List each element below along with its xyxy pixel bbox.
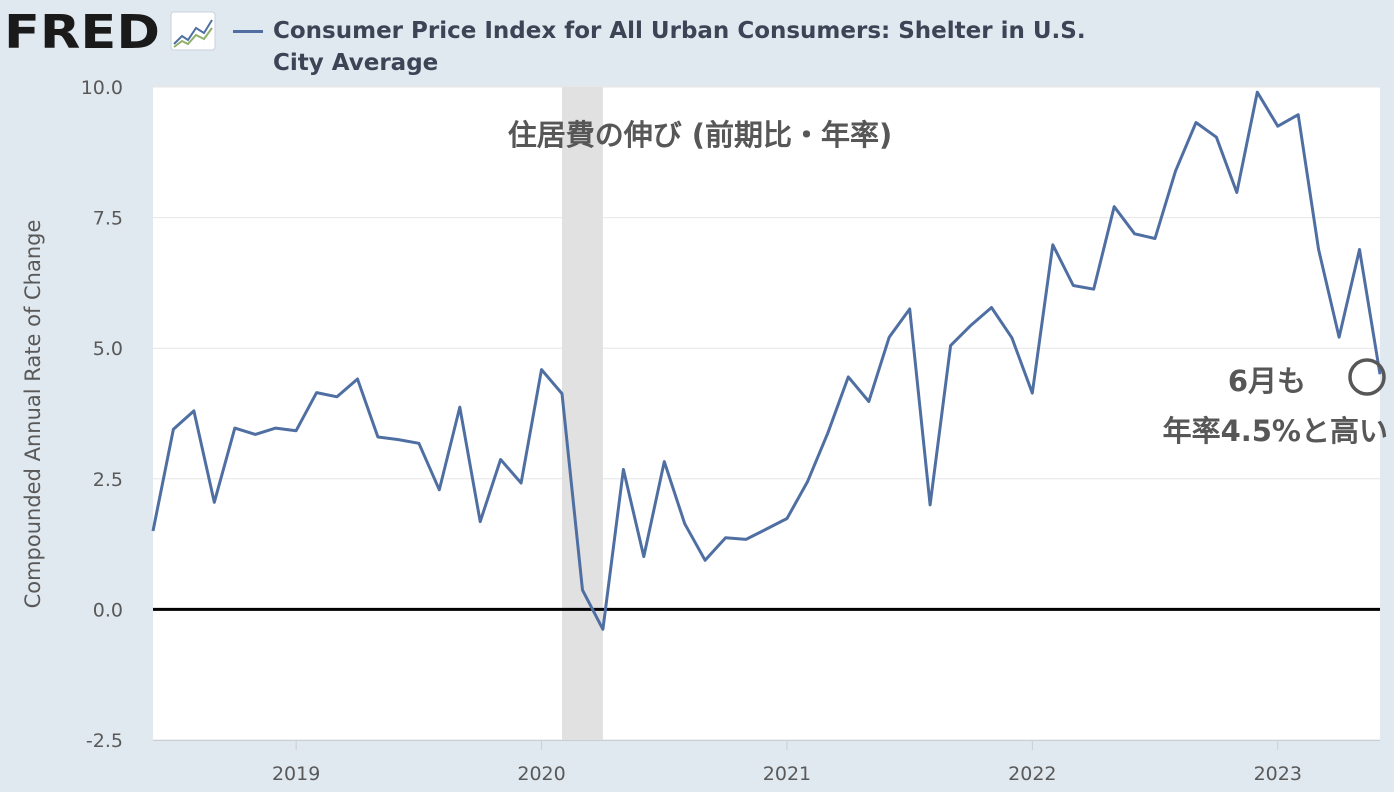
data-point[interactable] [1173, 168, 1179, 174]
data-point[interactable] [416, 440, 422, 446]
circle-marker-icon [1348, 358, 1386, 396]
y-axis-title: Compounded Annual Rate of Change [21, 220, 45, 609]
data-point[interactable] [1152, 235, 1158, 241]
data-point[interactable] [191, 408, 197, 414]
data-point[interactable] [211, 499, 217, 505]
data-point[interactable] [907, 306, 913, 312]
y-tick-label: 0.0 [93, 599, 123, 621]
data-point[interactable] [1254, 89, 1260, 95]
data-point[interactable] [170, 426, 176, 432]
fred-logo[interactable]: FRED [4, 6, 216, 54]
data-point[interactable] [334, 394, 340, 400]
data-point[interactable] [641, 554, 647, 560]
y-tick-label: -2.5 [86, 730, 123, 752]
annotation-title: 住居費の伸び (前期比・年率) [508, 118, 893, 152]
data-point[interactable] [252, 431, 258, 437]
data-point[interactable] [355, 376, 361, 382]
legend-series-swatch [233, 30, 263, 33]
y-tick-label: 5.0 [93, 338, 123, 360]
x-tick-label: 2020 [517, 763, 565, 785]
data-point[interactable] [1111, 204, 1117, 210]
data-point[interactable] [825, 430, 831, 436]
y-axis-ticks: 10.0 7.5 5.0 2.5 0.0 -2.5 [81, 77, 123, 752]
data-point[interactable] [457, 404, 463, 410]
data-point[interactable] [314, 390, 320, 396]
data-point[interactable] [948, 343, 954, 349]
data-point[interactable] [804, 479, 810, 485]
data-point[interactable] [723, 535, 729, 541]
data-point[interactable] [784, 516, 790, 522]
data-point[interactable] [845, 374, 851, 380]
data-point[interactable] [395, 437, 401, 443]
data-point[interactable] [1050, 242, 1056, 248]
fred-chart-icon [170, 11, 216, 51]
data-point[interactable] [600, 626, 606, 632]
plot-area [153, 87, 1380, 740]
data-point[interactable] [1193, 120, 1199, 126]
annotation-note-line2: 年率4.5%と高い [1163, 414, 1388, 448]
y-tick-label: 7.5 [93, 208, 123, 230]
data-point[interactable] [375, 434, 381, 440]
data-point[interactable] [273, 425, 279, 431]
data-point[interactable] [866, 398, 872, 404]
data-point[interactable] [477, 519, 483, 525]
data-point[interactable] [764, 526, 770, 532]
series-line[interactable] [151, 90, 1382, 631]
x-tick-label: 2021 [763, 763, 811, 785]
recession-shade [562, 87, 603, 740]
chart-header: FRED Consumer Price Index for All Urban … [0, 0, 1394, 82]
data-point[interactable] [1316, 246, 1322, 252]
data-point[interactable] [743, 536, 749, 542]
data-point[interactable] [579, 587, 585, 593]
x-tick-label: 2023 [1254, 763, 1302, 785]
x-tick-label: 2022 [1008, 763, 1056, 785]
data-point[interactable] [1132, 231, 1138, 237]
data-point[interactable] [988, 304, 994, 310]
y-tick-label: 10.0 [81, 77, 123, 99]
data-point[interactable] [1009, 335, 1015, 341]
data-point[interactable] [1295, 112, 1301, 118]
data-point[interactable] [539, 367, 545, 373]
data-point[interactable] [436, 487, 442, 493]
data-point[interactable] [518, 480, 524, 486]
data-point[interactable] [886, 334, 892, 340]
data-point[interactable] [1213, 134, 1219, 140]
data-point[interactable] [661, 459, 667, 465]
series-group [150, 89, 1382, 632]
data-point[interactable] [702, 557, 708, 563]
data-point[interactable] [968, 322, 974, 328]
data-point[interactable] [150, 528, 156, 534]
data-point[interactable] [1091, 286, 1097, 292]
data-point[interactable] [1070, 283, 1076, 289]
y-tick-label: 2.5 [93, 469, 123, 491]
data-point[interactable] [498, 456, 504, 462]
data-point[interactable] [232, 425, 238, 431]
x-tick-label: 2019 [272, 763, 320, 785]
annotation-note-line1: 6月も [1228, 364, 1306, 398]
x-axis-ticks: 2019 2020 2021 2022 2023 [272, 740, 1302, 785]
data-point[interactable] [1357, 246, 1363, 252]
recession-band [562, 87, 603, 740]
data-point[interactable] [1029, 390, 1035, 396]
fred-logo-text: FRED [4, 6, 160, 54]
legend-series-title[interactable]: Consumer Price Index for All Urban Consu… [273, 18, 1086, 76]
data-point[interactable] [293, 428, 299, 434]
data-point[interactable] [620, 466, 626, 472]
data-point[interactable] [1275, 123, 1281, 129]
data-point[interactable] [559, 391, 565, 397]
data-point[interactable] [682, 521, 688, 527]
data-point[interactable] [1234, 190, 1240, 196]
data-point[interactable] [927, 502, 933, 508]
data-point[interactable] [1336, 334, 1342, 340]
